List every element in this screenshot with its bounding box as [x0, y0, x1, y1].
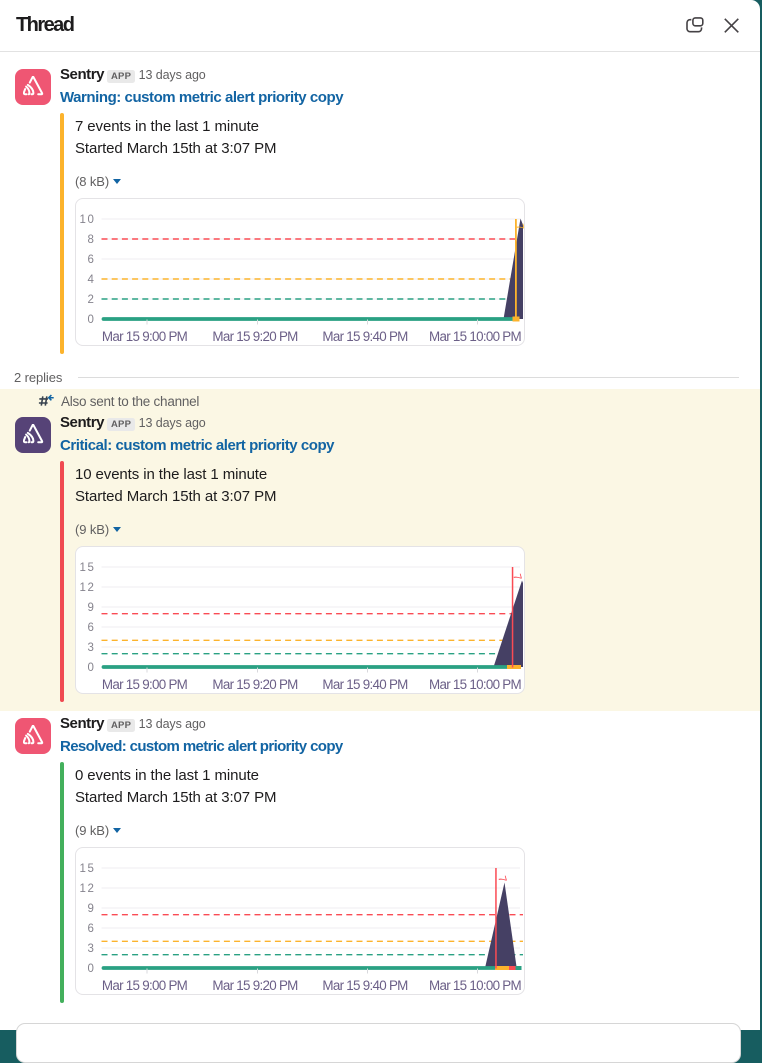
svg-text:0: 0 — [87, 963, 95, 975]
svg-text:Mar 15 9:00 PM: Mar 15 9:00 PM — [101, 978, 187, 993]
svg-text:Mar 15 10:00 PM: Mar 15 10:00 PM — [429, 329, 521, 344]
svg-text:2: 2 — [87, 294, 95, 306]
svg-text:4: 4 — [87, 274, 95, 286]
svg-text:0: 0 — [87, 662, 95, 674]
svg-text:7: 7 — [510, 573, 523, 582]
svg-text:9: 9 — [87, 602, 95, 614]
svg-text:Mar 15 9:20 PM: Mar 15 9:20 PM — [212, 677, 298, 692]
svg-text:Mar 15 9:00 PM: Mar 15 9:00 PM — [101, 677, 187, 692]
svg-text:6: 6 — [87, 254, 95, 266]
svg-text:6: 6 — [87, 923, 95, 935]
svg-text:Mar 15 10:00 PM: Mar 15 10:00 PM — [429, 978, 521, 993]
svg-text:Mar 15 10:00 PM: Mar 15 10:00 PM — [429, 677, 521, 692]
svg-text:3: 3 — [87, 642, 95, 654]
svg-text:12: 12 — [79, 883, 95, 895]
svg-text:Mar 15 9:00 PM: Mar 15 9:00 PM — [101, 329, 187, 344]
svg-text:9: 9 — [87, 903, 95, 915]
svg-text:6: 6 — [87, 622, 95, 634]
svg-text:7: 7 — [495, 875, 508, 884]
svg-text:Mar 15 9:40 PM: Mar 15 9:40 PM — [322, 329, 408, 344]
svg-text:3: 3 — [87, 943, 95, 955]
svg-text:Mar 15 9:40 PM: Mar 15 9:40 PM — [322, 978, 408, 993]
svg-text:8: 8 — [87, 234, 95, 246]
svg-text:0: 0 — [87, 314, 95, 326]
svg-text:10: 10 — [79, 214, 95, 226]
svg-text:12: 12 — [79, 582, 95, 594]
svg-text:Mar 15 9:40 PM: Mar 15 9:40 PM — [322, 677, 408, 692]
svg-text:Mar 15 9:20 PM: Mar 15 9:20 PM — [212, 978, 298, 993]
svg-text:15: 15 — [79, 863, 95, 875]
svg-text:Mar 15 9:20 PM: Mar 15 9:20 PM — [212, 329, 298, 344]
svg-text:7: 7 — [513, 223, 525, 232]
svg-text:15: 15 — [79, 562, 95, 574]
